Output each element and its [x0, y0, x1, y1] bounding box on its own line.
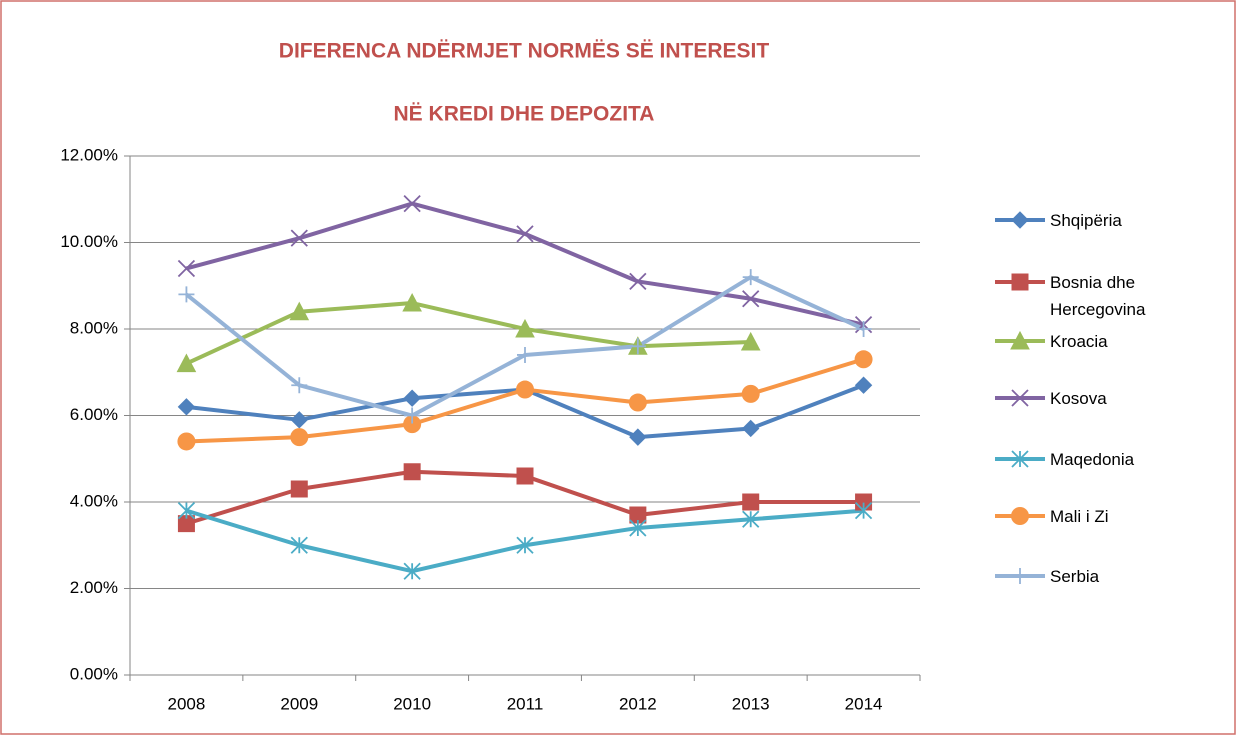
legend-label-box: Mali i Zi — [1050, 507, 1109, 526]
marker — [403, 463, 421, 481]
marker — [855, 321, 872, 337]
chart-title: DIFERENCA NDËRMJET NORMËS SË INTERESIT — [279, 40, 770, 63]
marker — [854, 350, 873, 369]
marker — [740, 331, 761, 351]
legend-label: Mali i Zi — [1050, 507, 1109, 526]
marker — [290, 428, 309, 447]
legend-label-box: Kosova — [1050, 389, 1107, 408]
marker — [403, 389, 421, 407]
marker — [629, 338, 646, 355]
marker — [517, 346, 533, 363]
legend-label: Shqipëria — [1050, 211, 1122, 230]
marker — [742, 419, 760, 438]
marker — [742, 290, 760, 308]
y-tick-label: 8.00% — [70, 318, 118, 337]
marker — [290, 229, 308, 247]
marker — [177, 259, 196, 278]
marker — [177, 502, 196, 520]
legend-label: Maqedonia — [1050, 450, 1135, 469]
y-tick-label: 2.00% — [70, 578, 118, 597]
marker — [516, 467, 534, 485]
marker — [403, 415, 422, 434]
legend-label: Bosnia dhe Hercegovina — [1050, 273, 1146, 319]
marker — [291, 377, 308, 394]
legend-label-box: Serbia — [1050, 567, 1100, 586]
marker — [1012, 568, 1028, 584]
legend-label: Kroacia — [1050, 332, 1108, 351]
marker — [404, 407, 421, 424]
marker — [402, 292, 422, 312]
marker — [1011, 211, 1029, 229]
marker — [290, 480, 308, 498]
y-tick-label: 10.00% — [60, 232, 118, 251]
marker — [742, 510, 760, 528]
x-tick-label: 2012 — [619, 694, 657, 713]
legend-label-box: Maqedonia — [1050, 450, 1135, 469]
marker — [516, 225, 534, 243]
y-tick-label: 0.00% — [70, 664, 118, 683]
marker — [178, 286, 195, 303]
marker — [1011, 450, 1029, 468]
marker — [290, 536, 308, 554]
marker — [403, 562, 421, 580]
marker — [742, 269, 759, 286]
marker — [516, 380, 534, 399]
legend-label-box: Bosnia dhe Hercegovina — [1050, 273, 1146, 319]
marker — [1010, 330, 1030, 350]
marker — [1011, 507, 1029, 525]
legend-label-box: Kroacia — [1050, 332, 1108, 351]
legend-label-box: Shqipëria — [1050, 211, 1122, 230]
marker — [516, 536, 534, 554]
marker — [403, 194, 421, 213]
chart-title: NË KREDI DHE DEPOZITA — [394, 103, 655, 126]
series-line — [185, 301, 751, 366]
marker — [629, 428, 647, 446]
marker — [177, 515, 195, 533]
y-tick-label: 4.00% — [70, 491, 118, 510]
x-tick-label: 2009 — [280, 694, 318, 713]
marker — [177, 398, 196, 416]
x-tick-label: 2013 — [732, 694, 770, 713]
marker — [515, 318, 535, 338]
marker — [742, 493, 760, 511]
marker — [629, 519, 647, 537]
legend-label: Kosova — [1050, 389, 1107, 408]
y-tick-label: 6.00% — [70, 405, 118, 424]
legend-label: Serbia — [1050, 567, 1100, 586]
marker — [628, 393, 647, 412]
marker — [290, 411, 308, 429]
marker — [854, 502, 873, 520]
x-tick-label: 2008 — [168, 694, 206, 713]
x-tick-label: 2014 — [845, 694, 883, 713]
marker — [1011, 389, 1029, 407]
marker — [177, 432, 196, 451]
marker — [629, 272, 647, 291]
marker — [1011, 273, 1029, 291]
marker — [854, 376, 873, 394]
x-tick-label: 2011 — [507, 694, 544, 713]
marker — [176, 353, 197, 373]
x-tick-label: 2010 — [393, 694, 431, 713]
y-tick-label: 12.00% — [60, 145, 118, 164]
marker — [289, 301, 310, 321]
marker — [741, 384, 760, 403]
marker — [629, 506, 647, 524]
